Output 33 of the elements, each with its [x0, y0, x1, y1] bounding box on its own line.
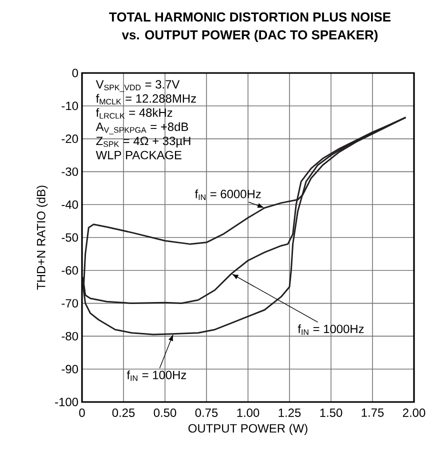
- x-tick-label: 1.25: [278, 408, 301, 417]
- y-tick-label: -10: [62, 102, 78, 110]
- x-tick-label: 0.25: [112, 408, 135, 417]
- y-tick-label: -30: [62, 167, 78, 176]
- y-axis-title: THD+N RATIO (dB): [36, 186, 48, 290]
- x-axis-title: OUTPUT POWER (W): [188, 424, 308, 435]
- annotation: WLP PACKAGE: [96, 150, 182, 160]
- annotation: V$_{SPK_VDD}$ = 3.7V: [96, 80, 180, 92]
- x-tick-label: 0.50: [154, 408, 176, 417]
- y-tick-label: -40: [62, 200, 78, 209]
- text: f$_{IN}$ = 100Hz: [126, 370, 186, 381]
- x-tick-label: 1.75: [362, 408, 384, 417]
- x-tick-label: 1.00: [237, 408, 260, 417]
- x-tick-label: 0: [79, 408, 85, 417]
- x-tick-label: 0.75: [195, 408, 218, 417]
- y-tick-label: -70: [62, 299, 78, 308]
- chart-title: TOTAL HARMONIC DISTORTION PLUS NOISE: [109, 12, 391, 22]
- chart-subtitle: vs. OUTPUT POWER (DAC TO SPEAKER): [122, 30, 378, 42]
- x-tick-label: 2.00: [402, 408, 426, 417]
- y-tick-label: -20: [62, 134, 78, 144]
- y-tick-label: -80: [62, 332, 78, 340]
- x-tick-label: 1.50: [320, 408, 342, 417]
- y-tick-label: -100: [55, 398, 78, 406]
- y-tick-label: -60: [62, 266, 78, 275]
- y-tick-label: 0: [72, 68, 78, 78]
- series-label: f$_{IN}$ = 6000Hz: [194, 189, 261, 200]
- text: f$_{IN}$ = 1000Hz: [298, 324, 364, 335]
- y-tick-label: -90: [62, 364, 78, 374]
- annotation: f$_{LRCLK}$ = 48kHz: [96, 108, 172, 119]
- annotation: f$_{MCLK}$ = 12.288MHz: [96, 94, 196, 104]
- annotation: Z$_{SPK}$ = 4Ω + 33µH: [96, 136, 190, 148]
- y-tick-label: -50: [62, 233, 78, 242]
- annotation: A$_{V_SPKPGA}$ = +8dB: [96, 122, 188, 134]
